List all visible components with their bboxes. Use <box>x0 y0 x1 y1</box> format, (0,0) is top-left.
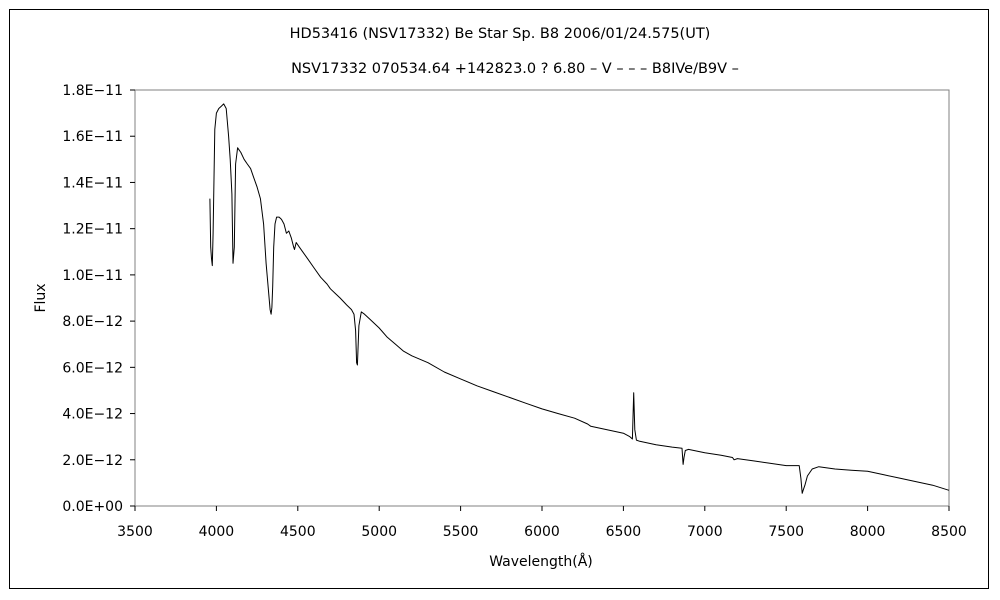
chart-frame <box>9 9 989 589</box>
y-tick-label: 0.0E+00 <box>62 499 123 515</box>
chart-subtitle: NSV17332 070534.64 +142823.0 ? 6.80 – V … <box>291 61 739 77</box>
y-tick-label: 1.0E−11 <box>62 268 123 284</box>
y-axis-label: Flux <box>33 283 49 312</box>
y-tick-label: 8.0E−12 <box>62 314 123 330</box>
y-tick-label: 1.2E−11 <box>62 222 123 238</box>
x-tick-label: 4500 <box>280 524 316 540</box>
x-tick-label: 3500 <box>117 524 153 540</box>
x-tick-label: 8000 <box>850 524 886 540</box>
x-tick-label: 6000 <box>524 524 560 540</box>
series-layer <box>209 103 950 494</box>
x-tick-label: 7000 <box>687 524 723 540</box>
y-tick-label: 4.0E−12 <box>62 407 123 423</box>
plot-area <box>134 89 950 507</box>
x-tick-label: 6500 <box>606 524 642 540</box>
x-tick-label: 5000 <box>361 524 397 540</box>
x-tick-label: 7500 <box>768 524 804 540</box>
y-tick-label: 6.0E−12 <box>62 360 123 376</box>
y-tick-label: 1.8E−11 <box>62 83 123 99</box>
x-tick-label: 8500 <box>931 524 967 540</box>
x-tick-label: 5500 <box>443 524 479 540</box>
y-tick-label: 1.4E−11 <box>62 175 123 191</box>
y-axis: 0.0E+00 2.0E−12 4.0E−12 6.0E−12 8.0E−12 1.0E−… <box>62 83 135 515</box>
x-tick-label: 4000 <box>199 524 235 540</box>
x-axis: 3500 4000 4500 5000 5500 6000 6500 7000 7500 8000… <box>117 506 967 540</box>
x-axis-label: Wavelength(Å) <box>489 553 593 570</box>
spectrum-line <box>209 103 950 494</box>
chart-title: HD53416 (NSV17332) Be Star Sp. B8 2006/0… <box>290 26 711 42</box>
y-tick-label: 2.0E−12 <box>62 453 123 469</box>
y-tick-label: 1.6E−11 <box>62 129 123 145</box>
